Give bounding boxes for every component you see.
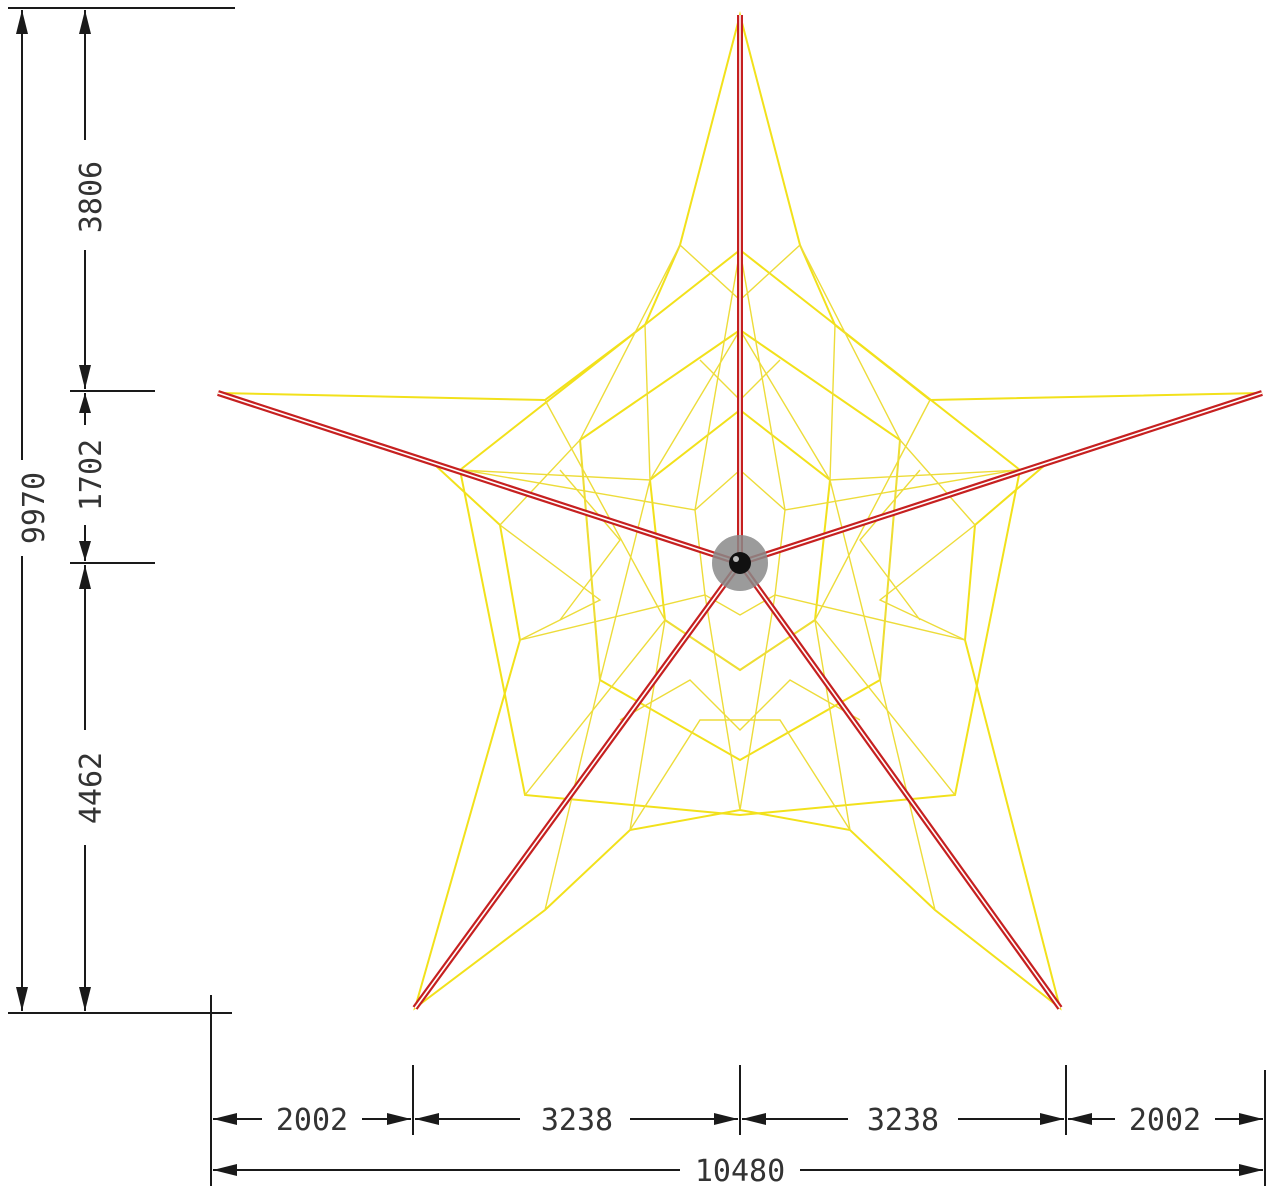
dim-horizontal-right-outer: 2002 [1129,1103,1201,1138]
dim-vertical-bottom: 4462 [74,752,109,824]
vertical-dimensions: 9970 3806 1702 4462 [8,7,235,1014]
dim-vertical-top: 3806 [74,161,109,233]
cable-left [217,390,741,566]
dim-horizontal-right-inner: 3238 [867,1103,939,1138]
dim-vertical-middle: 1702 [74,439,109,511]
dim-horizontal-left-outer: 2002 [276,1103,348,1138]
web-lines [434,244,1046,911]
cable-bottom-left [412,561,743,1010]
tension-cables [217,15,1263,1010]
dim-vertical-total: 9970 [17,472,52,544]
central-hub [712,535,768,591]
rope-net [217,11,1263,1011]
dim-horizontal-total: 10480 [695,1154,785,1189]
horizontal-dimensions: 2002 3238 3238 2002 10480 [210,995,1266,1189]
dim-horizontal-left-inner: 3238 [541,1103,613,1138]
cable-right [739,390,1263,566]
cable-bottom-right [737,561,1063,1010]
